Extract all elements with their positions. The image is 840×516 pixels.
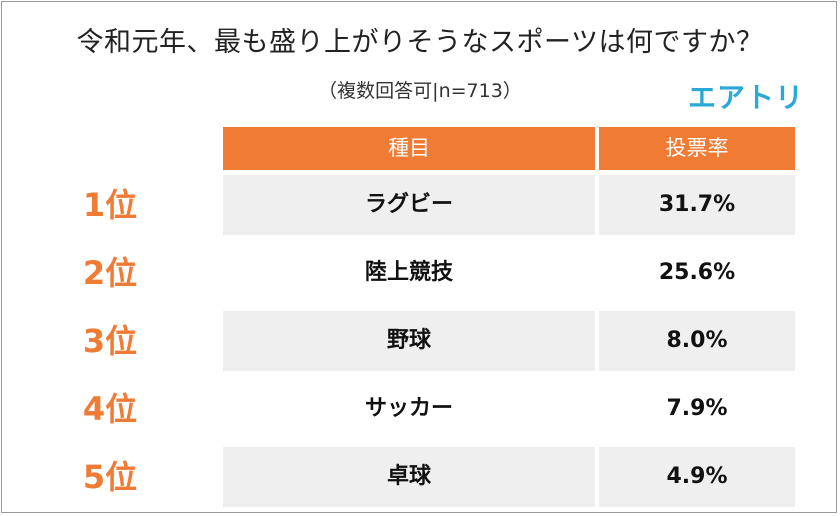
rank-label: 1位 bbox=[82, 186, 138, 224]
rank-label: 2位 bbox=[82, 254, 138, 292]
rank-label: 3位 bbox=[82, 322, 138, 360]
vote-rate-cell: 8.0% bbox=[599, 311, 795, 371]
column-header-vote-rate: 投票率 bbox=[599, 127, 795, 170]
rank-label: 5位 bbox=[82, 458, 138, 496]
sport-cell: 卓球 bbox=[223, 447, 595, 507]
chart-title: 令和元年、最も盛り上がりそうなスポーツは何ですか？ bbox=[76, 27, 764, 58]
chart-subtitle: （複数回答可|n=713） bbox=[318, 80, 522, 102]
sport-cell: ラグビー bbox=[223, 175, 595, 235]
sport-cell: サッカー bbox=[364, 396, 453, 421]
vote-rate-cell: 25.6% bbox=[658, 260, 736, 285]
brand-logo: エアトリ bbox=[688, 81, 805, 114]
vote-rate-cell: 7.9% bbox=[666, 396, 728, 421]
sport-cell: 陸上競技 bbox=[364, 260, 453, 285]
rank-label: 4位 bbox=[82, 390, 138, 428]
column-header-sport: 種目 bbox=[223, 127, 595, 170]
vote-rate-cell: 31.7% bbox=[599, 175, 795, 235]
vote-rate-cell: 4.9% bbox=[599, 447, 795, 507]
sport-cell: 野球 bbox=[223, 311, 595, 371]
